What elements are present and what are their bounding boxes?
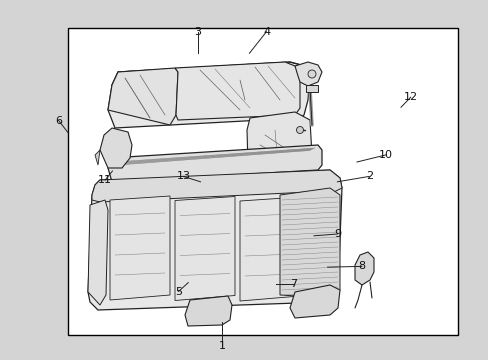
Text: 4: 4 <box>263 27 269 37</box>
Text: 10: 10 <box>379 150 392 160</box>
Polygon shape <box>88 200 108 305</box>
Polygon shape <box>108 62 309 128</box>
Polygon shape <box>175 62 299 120</box>
Circle shape <box>296 126 303 134</box>
Text: 11: 11 <box>98 175 112 185</box>
Polygon shape <box>289 285 339 318</box>
Text: 9: 9 <box>333 229 340 239</box>
Polygon shape <box>110 196 170 300</box>
Polygon shape <box>108 68 178 125</box>
FancyBboxPatch shape <box>68 28 457 335</box>
Polygon shape <box>240 197 299 301</box>
Text: 12: 12 <box>403 92 417 102</box>
Text: 1: 1 <box>219 341 225 351</box>
Polygon shape <box>354 252 373 285</box>
Polygon shape <box>95 150 100 165</box>
Text: 2: 2 <box>365 171 372 181</box>
Polygon shape <box>280 188 339 298</box>
Polygon shape <box>108 145 321 182</box>
Polygon shape <box>246 112 311 172</box>
Polygon shape <box>175 197 235 301</box>
Polygon shape <box>100 128 132 168</box>
Text: 8: 8 <box>358 261 365 271</box>
Text: 3: 3 <box>194 27 201 37</box>
Polygon shape <box>184 296 231 326</box>
Polygon shape <box>305 85 317 92</box>
Polygon shape <box>88 170 341 310</box>
Text: 5: 5 <box>175 287 182 297</box>
Circle shape <box>307 70 315 78</box>
Polygon shape <box>294 62 321 86</box>
Text: 7: 7 <box>289 279 296 289</box>
Text: 6: 6 <box>55 116 62 126</box>
Text: 13: 13 <box>176 171 190 181</box>
Polygon shape <box>92 170 341 202</box>
